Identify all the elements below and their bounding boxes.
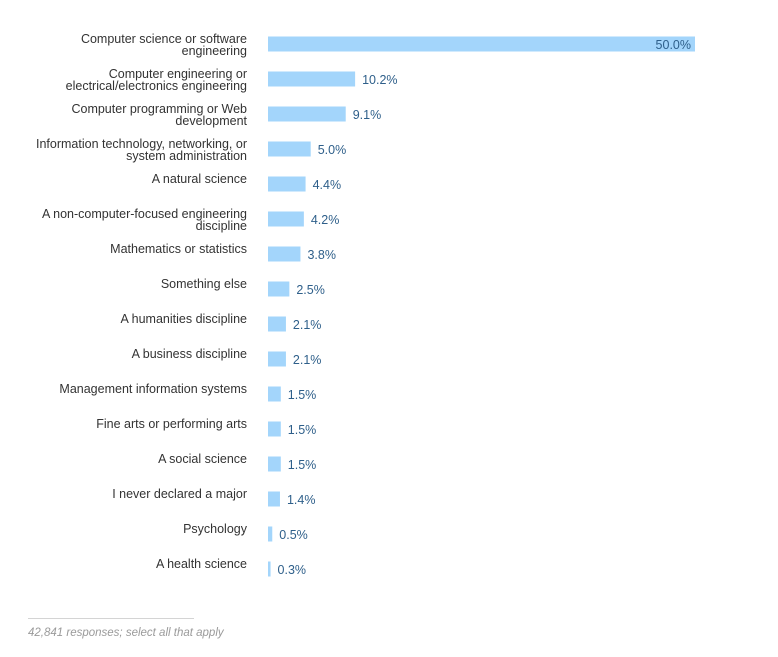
category-label-7: Something else [161, 277, 247, 291]
bar-1 [268, 71, 356, 87]
footer-note: 42,841 responses; select all that apply [28, 627, 224, 639]
category-label-14: Psychology [183, 522, 248, 536]
bar-4 [268, 176, 306, 192]
category-label-line: A social science [158, 452, 247, 466]
category-label-line: Computer engineering or [109, 67, 247, 81]
category-label-8: A humanities discipline [121, 312, 248, 326]
category-label-line: A health science [156, 557, 247, 571]
category-label-11: Fine arts or performing arts [96, 417, 247, 431]
category-label-line: Mathematics or statistics [110, 242, 247, 256]
category-label-line: discipline [196, 219, 247, 233]
category-label-line: A non-computer-focused engineering [42, 207, 247, 221]
category-label-line: A humanities discipline [121, 312, 248, 326]
bar-8 [268, 316, 286, 332]
category-label-line: Information technology, networking, or [36, 137, 247, 151]
value-label-15: 0.3% [278, 563, 307, 577]
category-label-10: Management information systems [59, 382, 247, 396]
value-label-8: 2.1% [293, 318, 322, 332]
category-label-9: A business discipline [132, 347, 247, 361]
category-label-line: I never declared a major [112, 487, 247, 501]
category-label-6: Mathematics or statistics [110, 242, 247, 256]
bar-13 [268, 491, 280, 507]
category-label-line: Something else [161, 277, 247, 291]
value-label-9: 2.1% [293, 353, 322, 367]
value-label-7: 2.5% [296, 283, 325, 297]
category-label-1: Computer engineering or electrical/electr… [66, 67, 247, 93]
category-labels-group: Computer science or software engineeringC… [36, 32, 248, 571]
bar-10 [268, 386, 281, 402]
category-label-line: Computer science or software [81, 32, 247, 46]
value-label-14: 0.5% [279, 528, 308, 542]
bar-15 [268, 561, 271, 577]
category-label-3: Information technology, networking, or sy… [36, 137, 247, 163]
value-label-11: 1.5% [288, 423, 317, 437]
bar-0 [268, 36, 695, 52]
bar-chart: Computer science or software engineeringC… [36, 32, 695, 577]
value-label-1: 10.2% [362, 73, 397, 87]
value-labels-group: 50.0% 10.2% 9.1% 5.0% 4.4% 4.2% 3.8% 2.5% 2.1% 2.… [278, 38, 691, 577]
category-label-2: Computer programming or Web development [71, 102, 247, 128]
value-label-6: 3.8% [307, 248, 336, 262]
category-label-line: engineering [182, 44, 247, 58]
value-label-0: 50.0% [656, 38, 691, 52]
category-label-15: A health science [156, 557, 247, 571]
category-label-line: Computer programming or Web [71, 102, 247, 116]
footer-divider [28, 618, 194, 619]
bar-12 [268, 456, 281, 472]
category-label-line: A natural science [152, 172, 247, 186]
bar-7 [268, 281, 290, 297]
category-label-line: electrical/electronics engineering [66, 79, 247, 93]
category-label-line: system administration [126, 149, 247, 163]
category-label-line: Management information systems [59, 382, 247, 396]
bar-2 [268, 106, 346, 122]
category-label-line: Psychology [183, 522, 248, 536]
value-label-2: 9.1% [353, 108, 382, 122]
category-label-line: Fine arts or performing arts [96, 417, 247, 431]
value-label-12: 1.5% [288, 458, 317, 472]
value-label-4: 4.4% [313, 178, 342, 192]
bar-3 [268, 141, 311, 157]
category-label-0: Computer science or software engineering [81, 32, 247, 58]
bar-5 [268, 211, 304, 227]
category-label-line: development [175, 114, 247, 128]
bar-6 [268, 246, 301, 262]
category-label-13: I never declared a major [112, 487, 247, 501]
category-label-4: A natural science [152, 172, 247, 186]
value-label-10: 1.5% [288, 388, 317, 402]
category-label-line: A business discipline [132, 347, 247, 361]
bar-9 [268, 351, 286, 367]
value-label-13: 1.4% [287, 493, 316, 507]
category-label-12: A social science [158, 452, 247, 466]
bars-group [268, 36, 695, 577]
bar-11 [268, 421, 281, 437]
value-label-3: 5.0% [318, 143, 347, 157]
value-label-5: 4.2% [311, 213, 340, 227]
bar-14 [268, 526, 273, 542]
category-label-5: A non-computer-focused engineering discip… [42, 207, 247, 233]
